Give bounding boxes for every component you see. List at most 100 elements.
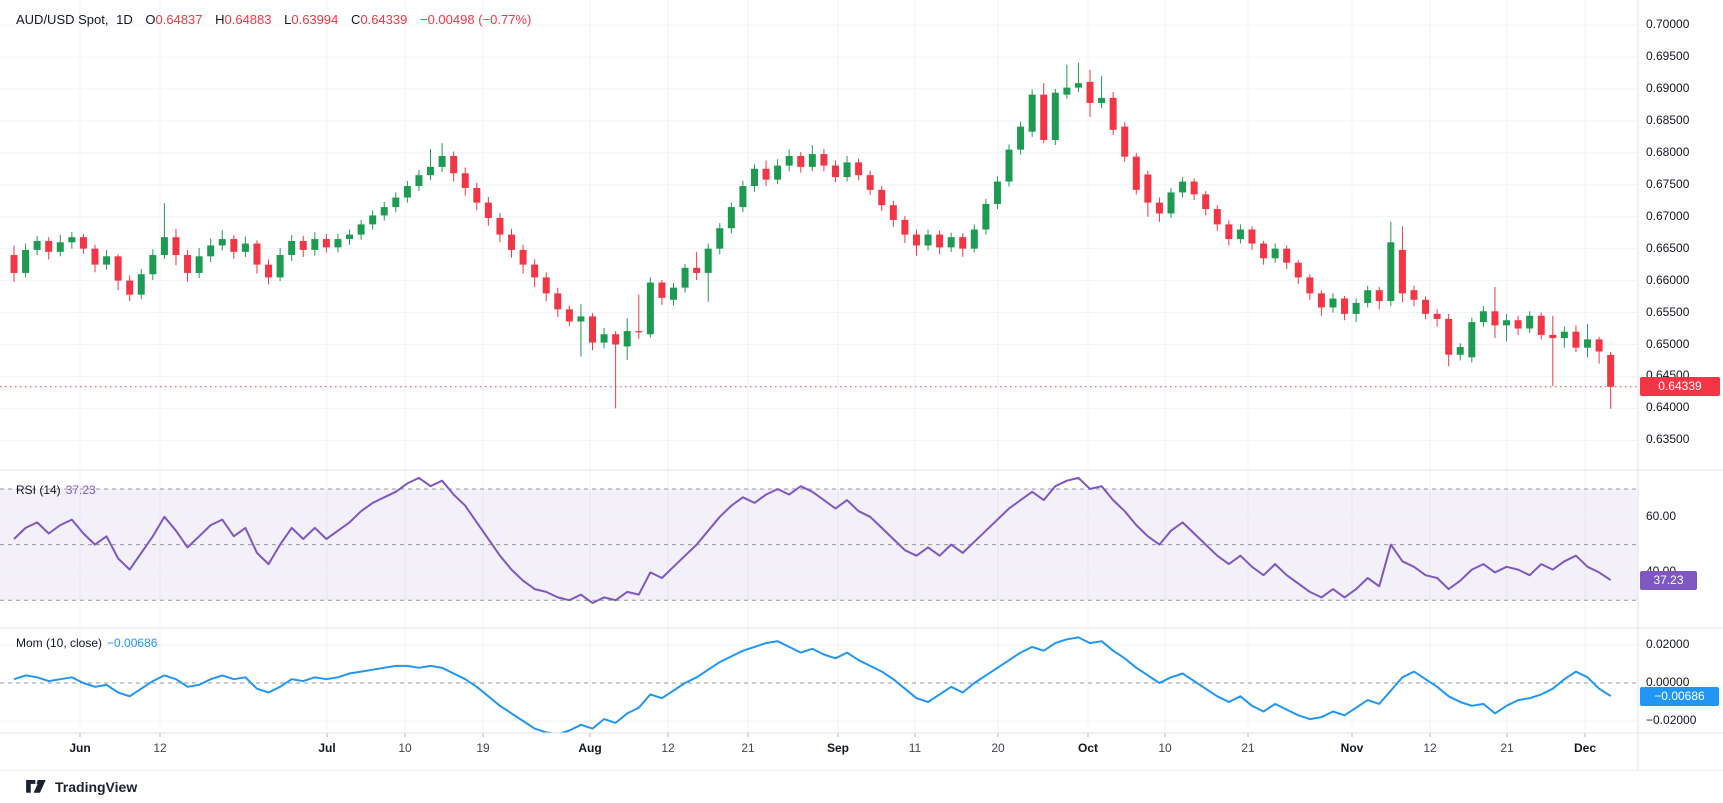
momentum-indicator-legend[interactable]: Mom (10, close) −0.00686 <box>16 636 157 650</box>
mom-axis-label: 0.00000 <box>1646 675 1690 689</box>
candle-body <box>739 186 747 208</box>
time-axis-label: 19 <box>476 741 490 755</box>
candle-body <box>1503 320 1511 326</box>
candle-body <box>322 239 330 248</box>
candle-body <box>1051 92 1059 141</box>
candle-body <box>693 267 701 273</box>
low-label: L <box>284 12 292 27</box>
candle-body <box>554 293 562 310</box>
candle-body <box>218 239 226 246</box>
candle-body <box>1271 248 1279 259</box>
candle-body <box>1167 192 1175 214</box>
time-axis-label: 20 <box>991 741 1005 755</box>
candle-body <box>369 215 377 225</box>
close-label: C <box>350 12 361 27</box>
candle-body <box>1028 94 1036 132</box>
candle-body <box>1040 94 1048 141</box>
tradingview-logo-icon[interactable] <box>26 779 47 795</box>
candle-body <box>33 240 41 250</box>
candle-body <box>519 249 527 265</box>
current-price-badge: 0.64339 <box>1640 377 1720 396</box>
candle-body <box>265 264 273 278</box>
candle-body <box>901 219 909 235</box>
open-label: O <box>145 12 156 27</box>
candle-body <box>1213 209 1221 225</box>
candle-body <box>172 237 180 256</box>
candle-body <box>126 280 134 295</box>
candle-body <box>184 255 192 273</box>
time-axis-label: 11 <box>908 741 922 755</box>
candle-body <box>889 205 897 220</box>
candle-body <box>207 245 215 257</box>
candle-body <box>241 243 249 252</box>
candle-body <box>91 248 99 265</box>
candle-body <box>1283 248 1291 263</box>
candle-body <box>1491 311 1499 326</box>
candle-body <box>797 155 805 167</box>
candle-body <box>1260 243 1268 259</box>
candle-body <box>785 155 793 166</box>
price-axis-label: 0.70000 <box>1646 17 1690 31</box>
candle-body <box>1468 322 1476 358</box>
price-pane[interactable] <box>10 62 1615 409</box>
candle-body <box>681 267 689 288</box>
candle-body <box>195 256 203 273</box>
candle-body <box>1433 313 1441 319</box>
mom-axis-label: −0.02000 <box>1646 713 1697 727</box>
candle-body <box>1086 81 1094 103</box>
candle-body <box>461 173 469 188</box>
rsi-pane[interactable] <box>13 476 1612 604</box>
candle-body <box>1398 249 1406 294</box>
candle-body <box>1074 83 1082 88</box>
symbol-name[interactable]: AUD/USD Spot, <box>16 12 109 27</box>
candle-body <box>612 334 620 345</box>
candle-body <box>635 331 643 333</box>
mom-axis-label: 0.02000 <box>1646 637 1690 651</box>
low-value: 0.63994 <box>291 12 339 27</box>
footer-bar: TradingView <box>0 771 1723 803</box>
rsi-name: RSI (14) <box>16 483 61 497</box>
candle-body <box>1329 298 1337 308</box>
candle-body <box>970 229 978 249</box>
candle-body <box>56 242 64 252</box>
high-value: 0.64883 <box>224 12 272 27</box>
time-axis-label: 21 <box>1241 741 1255 755</box>
candle-body <box>1479 311 1487 323</box>
tradingview-brand-text[interactable]: TradingView <box>55 779 138 795</box>
candle-body <box>1179 181 1187 193</box>
time-axis-label: Nov <box>1340 741 1364 755</box>
candle-body <box>114 256 122 281</box>
candle-body <box>392 197 400 208</box>
candle-body <box>577 316 585 322</box>
candle-body <box>727 207 735 229</box>
candle-body <box>1306 277 1314 294</box>
candle-body <box>334 239 342 248</box>
candle-body <box>1526 315 1534 329</box>
candle-body <box>1202 194 1210 210</box>
time-axis-label: 10 <box>1158 741 1172 755</box>
time-axis-label: 12 <box>153 741 167 755</box>
price-axis-label: 0.67500 <box>1646 176 1690 191</box>
candle-body <box>1572 331 1580 348</box>
candle-body <box>22 249 30 273</box>
candle-body <box>565 309 573 322</box>
candle-body <box>299 240 307 250</box>
candle-body <box>346 234 354 240</box>
interval-label[interactable]: 1D <box>116 12 133 27</box>
price-axis-label: 0.64000 <box>1646 400 1690 415</box>
candle-body <box>1132 156 1140 190</box>
candle-body <box>160 237 168 256</box>
momentum-pane[interactable] <box>13 636 1612 734</box>
candle-body <box>1109 97 1117 130</box>
time-axis-label: 12 <box>1423 741 1437 755</box>
mom-value: −0.00686 <box>107 636 158 650</box>
candle-body <box>253 243 261 265</box>
price-axis-label: 0.65500 <box>1646 304 1690 319</box>
candle-body <box>750 168 758 187</box>
price-axis-label: 0.67000 <box>1646 208 1690 223</box>
rsi-indicator-legend[interactable]: RSI (14) 37.23 <box>16 483 96 497</box>
candle-body <box>762 168 770 180</box>
candle-body <box>450 155 458 174</box>
candle-body <box>137 274 145 295</box>
